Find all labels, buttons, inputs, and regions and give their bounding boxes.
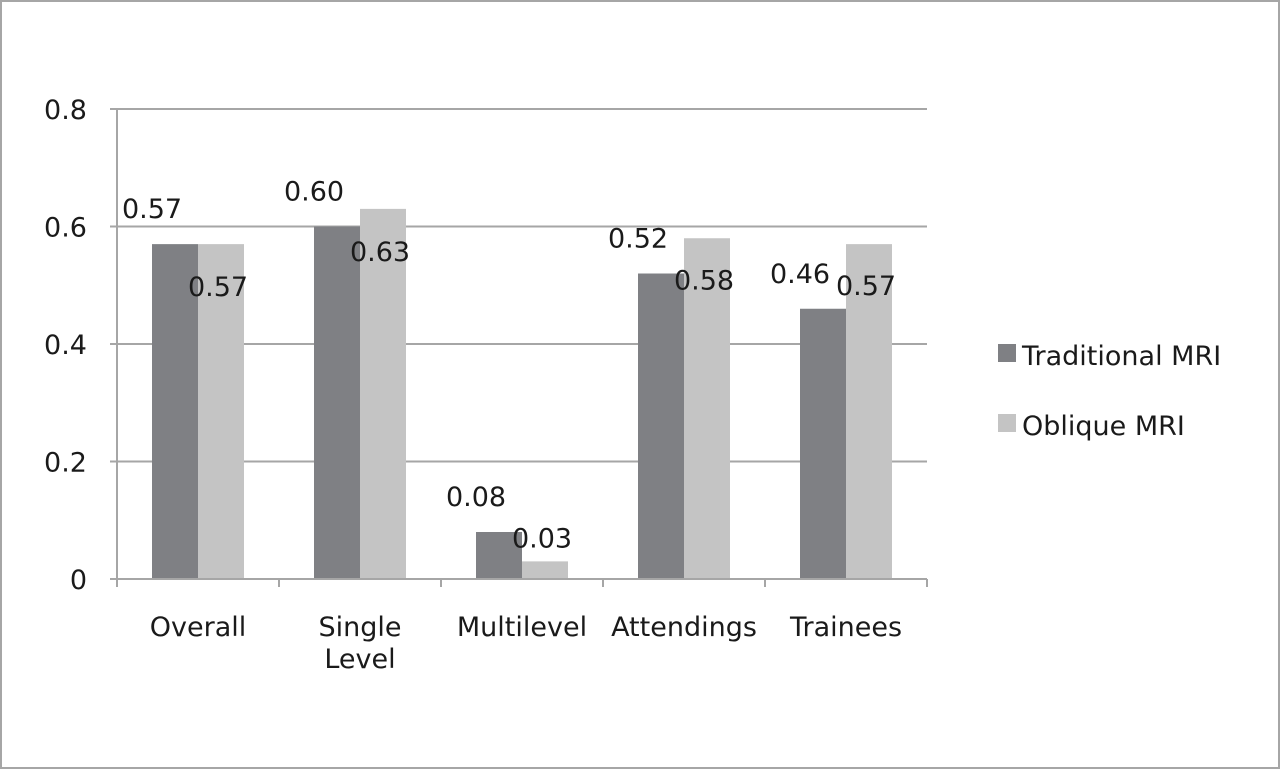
data-label: 0.60 bbox=[284, 177, 344, 208]
bar-oblique bbox=[360, 208, 406, 579]
data-label: 0.57 bbox=[188, 272, 248, 303]
y-tick-label: 0 bbox=[70, 565, 87, 596]
legend-swatch-traditional bbox=[998, 344, 1016, 362]
y-tick-label: 0.2 bbox=[44, 448, 87, 479]
bar-oblique bbox=[684, 238, 730, 579]
data-label: 0.46 bbox=[770, 259, 830, 290]
y-tick-label: 0.4 bbox=[44, 330, 87, 361]
legend-swatch-oblique bbox=[998, 414, 1016, 432]
x-tick-label: Single bbox=[318, 612, 401, 643]
data-label: 0.03 bbox=[512, 523, 572, 554]
x-tick-label: Multilevel bbox=[457, 612, 587, 643]
data-label: 0.57 bbox=[122, 194, 182, 225]
x-tick-label: Attendings bbox=[611, 612, 757, 643]
bar-traditional bbox=[476, 532, 522, 579]
data-label: 0.57 bbox=[836, 271, 896, 302]
bar-oblique bbox=[846, 244, 892, 579]
x-tick-label: Overall bbox=[150, 612, 247, 643]
y-tick-label: 0.8 bbox=[44, 95, 87, 126]
bar-oblique bbox=[522, 561, 568, 579]
legend-label: Traditional MRI bbox=[1021, 341, 1221, 372]
data-label: 0.63 bbox=[350, 237, 410, 268]
legend-label: Oblique MRI bbox=[1022, 411, 1185, 442]
x-tick-label: Level bbox=[324, 644, 395, 675]
bar-traditional bbox=[314, 226, 360, 579]
bar-traditional bbox=[152, 244, 198, 579]
data-label: 0.58 bbox=[674, 265, 734, 296]
bar-oblique bbox=[198, 244, 244, 579]
y-tick-label: 0.6 bbox=[44, 213, 87, 244]
data-label: 0.08 bbox=[446, 482, 506, 513]
x-tick-label: Trainees bbox=[789, 612, 902, 643]
data-label: 0.52 bbox=[608, 224, 668, 255]
bar-traditional bbox=[638, 273, 684, 579]
bar-traditional bbox=[800, 308, 846, 579]
